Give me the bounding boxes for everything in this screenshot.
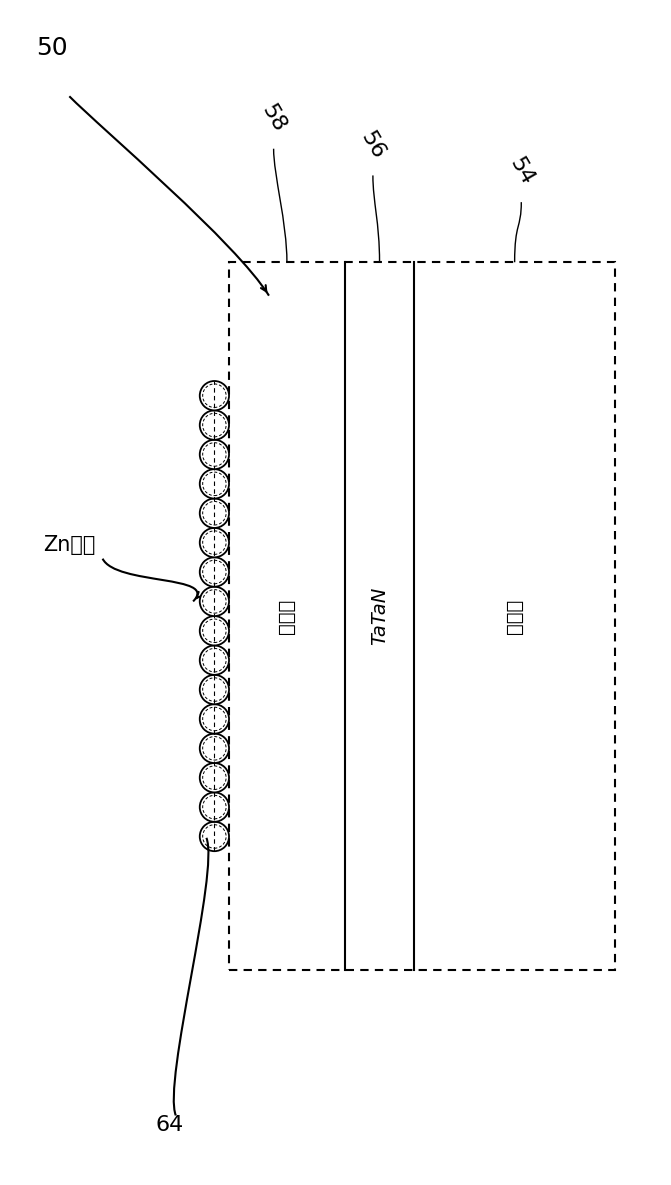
Circle shape bbox=[200, 616, 229, 646]
Circle shape bbox=[200, 646, 229, 675]
Circle shape bbox=[200, 763, 229, 793]
Bar bbox=[229, 262, 615, 969]
Circle shape bbox=[200, 587, 229, 616]
Text: 54: 54 bbox=[505, 154, 537, 188]
Text: 电介质: 电介质 bbox=[505, 598, 524, 634]
Circle shape bbox=[200, 529, 229, 557]
Text: 64: 64 bbox=[155, 1115, 183, 1135]
Text: 56: 56 bbox=[357, 128, 389, 162]
Circle shape bbox=[200, 821, 229, 851]
Circle shape bbox=[200, 499, 229, 529]
Circle shape bbox=[200, 440, 229, 469]
Circle shape bbox=[200, 469, 229, 499]
Text: TaTaN: TaTaN bbox=[370, 587, 389, 646]
Circle shape bbox=[200, 675, 229, 704]
Circle shape bbox=[200, 704, 229, 734]
Text: 50: 50 bbox=[36, 37, 68, 60]
Circle shape bbox=[200, 793, 229, 821]
Circle shape bbox=[200, 557, 229, 587]
Circle shape bbox=[200, 382, 229, 410]
Circle shape bbox=[200, 734, 229, 763]
Circle shape bbox=[200, 410, 229, 440]
Text: 58: 58 bbox=[258, 101, 289, 135]
Text: Zn单层: Zn单层 bbox=[43, 536, 95, 556]
Text: 金属层: 金属层 bbox=[277, 598, 297, 634]
